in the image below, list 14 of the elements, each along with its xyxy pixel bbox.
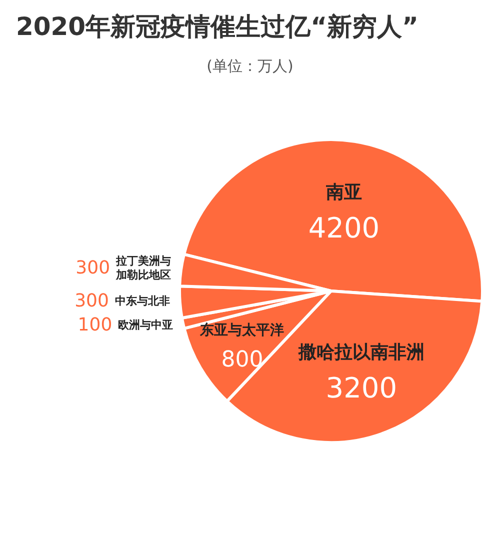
data-label: 300 bbox=[76, 257, 110, 278]
data-label: 800 bbox=[221, 347, 264, 372]
chart-title: 2020年新冠疫情催生过亿“新穷人” bbox=[15, 11, 420, 43]
data-label: 100 bbox=[78, 314, 112, 336]
slice-label: 南亚 bbox=[324, 182, 362, 203]
slice-label: 东亚与太平洋 bbox=[199, 321, 284, 338]
slice-label: 撒哈拉以南非洲 bbox=[297, 342, 424, 363]
slice-label: 欧洲与中亚 bbox=[118, 318, 174, 332]
data-label: 4200 bbox=[308, 211, 380, 244]
slice-label: 拉丁美洲与加勒比地区 bbox=[115, 254, 172, 282]
slice-label: 中东与北非 bbox=[114, 294, 170, 308]
data-label: 3200 bbox=[326, 371, 398, 404]
chart-subtitle: (单位：万人) bbox=[206, 57, 294, 76]
data-label: 300 bbox=[74, 290, 109, 312]
